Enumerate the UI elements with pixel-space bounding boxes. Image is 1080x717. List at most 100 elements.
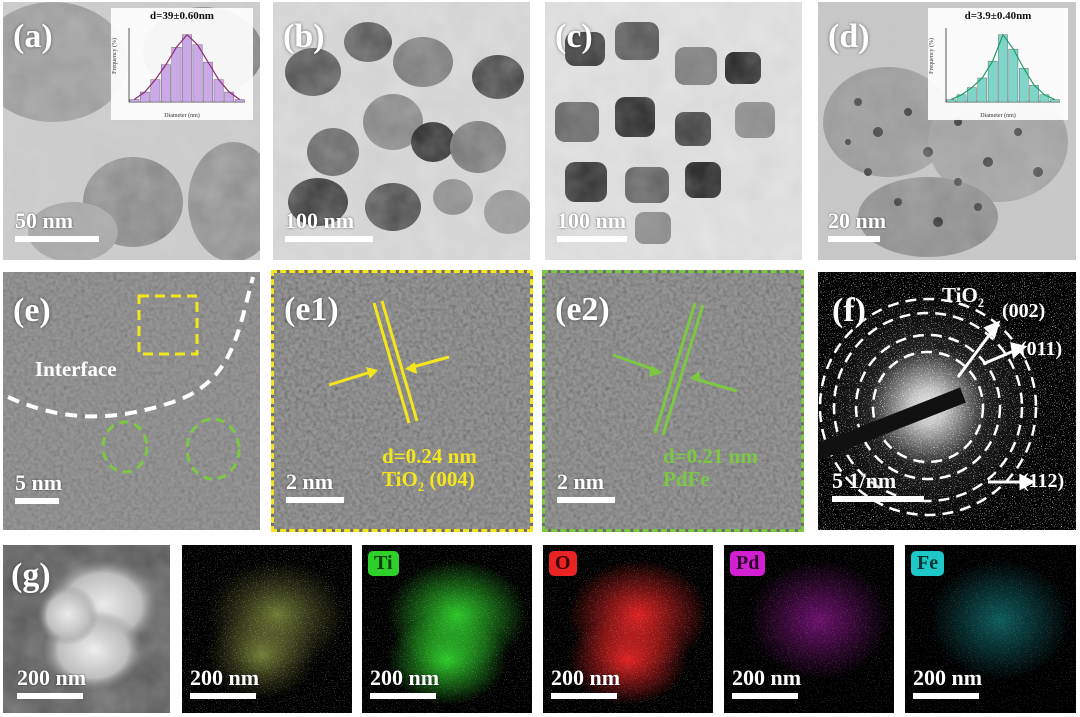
- histogram-d-chart: [945, 28, 1060, 103]
- scale-bar-d-label: 20 nm: [828, 208, 887, 233]
- panel-a-label: (a): [13, 18, 53, 55]
- histogram-a-ylabel: Frequency (%): [112, 38, 118, 74]
- panel-f-label: (f): [832, 292, 866, 329]
- eds-map-o: O 200 nm: [543, 545, 713, 713]
- panel-b-label: (b): [283, 18, 325, 55]
- panel-g-overlay: 200 nm: [182, 545, 352, 713]
- panel-d: d=3.9±0.40nm Diameter (nm) Frequency (%)…: [818, 2, 1076, 260]
- scale-bar-c-label: 100 nm: [557, 208, 627, 233]
- tem-image-b: [273, 2, 530, 260]
- histogram-bar: [998, 34, 1008, 103]
- e1-d-spacing: d=0.24 nm TiO2 (004): [382, 444, 477, 495]
- histogram-a-title: d=39±0.60nm: [150, 10, 214, 22]
- panel-e1: (e1) d=0.24 nm TiO2 (004) 2 nm: [271, 270, 533, 532]
- histogram-inset-a: d=39±0.60nm Diameter (nm) Frequency (%): [111, 8, 253, 120]
- haadf-image-g: [3, 545, 170, 713]
- eds-fe-label: Fe: [911, 551, 945, 576]
- scale-bar-overlay-label: 200 nm: [190, 665, 260, 690]
- scale-bar-b-label: 100 nm: [285, 208, 355, 233]
- histogram-d-ylabel: Frequency (%): [929, 38, 935, 74]
- histogram-bar: [182, 34, 192, 103]
- histogram-bar: [1050, 99, 1060, 103]
- panel-g-label: (g): [11, 557, 51, 594]
- tem-image-c: [545, 2, 802, 260]
- interface-label: Interface: [35, 357, 117, 381]
- scale-bar-e1: 2 nm: [286, 471, 344, 503]
- panel-e1-label: (e1): [284, 291, 339, 328]
- scale-bar-fe: 200 nm: [913, 667, 982, 699]
- histogram-bar: [224, 91, 235, 103]
- eds-ti-label: Ti: [368, 551, 399, 576]
- scale-bar-overlay: 200 nm: [190, 667, 259, 699]
- e1-plane: TiO2 (004): [382, 468, 477, 495]
- f-phase-label: TiO2: [942, 283, 985, 311]
- panel-e2-label: (e2): [555, 291, 610, 328]
- f-phase-sub: 2: [977, 296, 985, 311]
- ring-label-002: (002): [1002, 300, 1046, 322]
- panel-e2: (e2) d=0.21 nm PdFe 2 nm: [542, 270, 804, 532]
- panel-a: d=39±0.60nm Diameter (nm) Frequency (%) …: [3, 2, 260, 260]
- ring-label-112: (112): [1022, 470, 1065, 492]
- histogram-d-title: d=3.9±0.40nm: [964, 10, 1032, 22]
- histogram-bar: [171, 46, 182, 103]
- panel-c-label: (c): [555, 18, 593, 55]
- histogram-bar: [946, 99, 956, 103]
- f-phase-main: TiO: [942, 283, 978, 307]
- scale-bar-e2: 2 nm: [557, 471, 615, 503]
- scale-bar-g-label: 200 nm: [17, 665, 87, 690]
- panel-d-label: (d): [828, 18, 870, 55]
- saed-pattern-f: [818, 272, 1076, 530]
- histogram-d-xlabel: Diameter (nm): [980, 113, 1016, 119]
- eds-map-fe: Fe 200 nm: [905, 545, 1076, 713]
- eds-pd-label: Pd: [730, 551, 766, 576]
- e1-plane-hkl: (004): [424, 467, 475, 492]
- scale-bar-fe-label: 200 nm: [913, 665, 983, 690]
- histogram-bar: [234, 99, 245, 103]
- scale-bar-pd-label: 200 nm: [732, 665, 802, 690]
- eds-map-pd: Pd 200 nm: [724, 545, 894, 713]
- ring-label-011: (011): [1020, 338, 1063, 360]
- histogram-bar: [139, 91, 150, 103]
- scale-bar-c: 100 nm: [557, 210, 627, 242]
- histogram-bar: [1008, 48, 1019, 103]
- histogram-a-xlabel: Diameter (nm): [164, 113, 200, 119]
- histogram-fit-curve: [950, 33, 1056, 101]
- scale-bar-pd: 200 nm: [732, 667, 801, 699]
- eds-map-ti: Ti 200 nm: [362, 545, 532, 713]
- eds-o-label: O: [549, 551, 577, 576]
- eds-overlay-image: [182, 545, 352, 713]
- panel-g-haadf: (g) 200 nm: [3, 545, 170, 713]
- scale-bar-ti: 200 nm: [370, 667, 439, 699]
- e2-phase: PdFe: [663, 467, 710, 492]
- scale-bar-ti-label: 200 nm: [370, 665, 440, 690]
- e2-d-spacing-value: d=0.21 nm: [663, 444, 758, 468]
- scale-bar-e: 5 nm: [15, 472, 62, 504]
- panel-b: (b) 100 nm: [273, 2, 530, 260]
- hrtem-image-e: [3, 272, 260, 530]
- panel-e-label: (e): [13, 292, 51, 329]
- e1-plane-main: TiO: [382, 467, 418, 492]
- hrtem-image-e2: [545, 273, 801, 529]
- panel-c: (c) 100 nm: [545, 2, 802, 260]
- scale-bar-f-label: 5 1/nm: [832, 468, 897, 493]
- e2-d-spacing: d=0.21 nm PdFe: [663, 444, 758, 492]
- scale-bar-f: 5 1/nm: [832, 470, 924, 502]
- scale-bar-g: 200 nm: [17, 667, 86, 699]
- scale-bar-b: 100 nm: [285, 210, 373, 242]
- histogram-fit-curve: [133, 33, 241, 100]
- scale-bar-e-label: 5 nm: [15, 470, 63, 495]
- scale-bar-o-label: 200 nm: [551, 665, 621, 690]
- histogram-bar: [192, 44, 203, 103]
- e1-plane-sub: 2: [417, 480, 425, 495]
- scale-bar-a-label: 50 nm: [15, 208, 74, 233]
- scale-bar-d: 20 nm: [828, 210, 886, 242]
- hrtem-image-e1: [274, 273, 530, 529]
- scale-bar-o: 200 nm: [551, 667, 620, 699]
- histogram-bar: [129, 99, 140, 103]
- scale-bar-e1-label: 2 nm: [286, 469, 334, 494]
- histogram-inset-d: d=3.9±0.40nm Diameter (nm) Frequency (%): [928, 8, 1068, 120]
- scale-bar-e2-label: 2 nm: [557, 469, 605, 494]
- histogram-a-chart: [128, 28, 245, 103]
- panel-e: (e) Interface 5 nm: [3, 272, 260, 530]
- scale-bar-a: 50 nm: [15, 210, 99, 242]
